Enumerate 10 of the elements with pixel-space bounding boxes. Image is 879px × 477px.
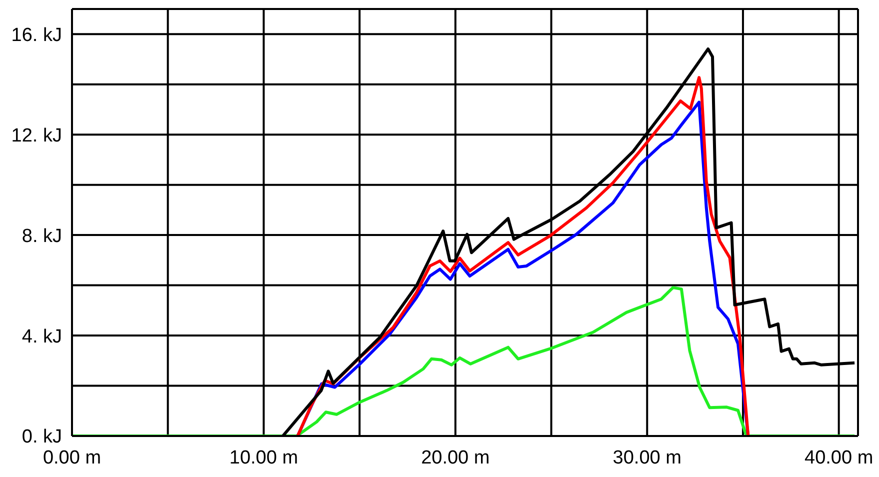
y-tick-label: 16. kJ — [11, 24, 62, 46]
y-tick-label: 12. kJ — [11, 125, 62, 146]
y-tick-label: 8. kJ — [22, 226, 62, 247]
y-tick-label: 4. kJ — [22, 326, 62, 348]
y-tick-label: 0. kJ — [22, 426, 62, 448]
x-tick-label: 30.00 m — [612, 447, 682, 468]
x-tick-label: 40.00 m — [804, 447, 874, 468]
x-tick-label: 10.00 m — [229, 447, 298, 468]
x-tick-label: 20.00 m — [421, 447, 490, 468]
x-tick-label: 0.00 m — [42, 447, 102, 468]
